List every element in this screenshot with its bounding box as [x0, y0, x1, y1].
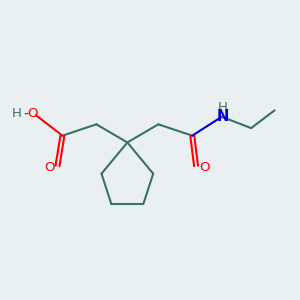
Text: O: O [199, 161, 210, 174]
Text: O: O [44, 161, 55, 174]
Text: H: H [11, 106, 21, 119]
Text: N: N [216, 109, 229, 124]
Text: O: O [27, 106, 38, 119]
Text: H: H [218, 101, 227, 114]
Text: -: - [23, 106, 28, 121]
